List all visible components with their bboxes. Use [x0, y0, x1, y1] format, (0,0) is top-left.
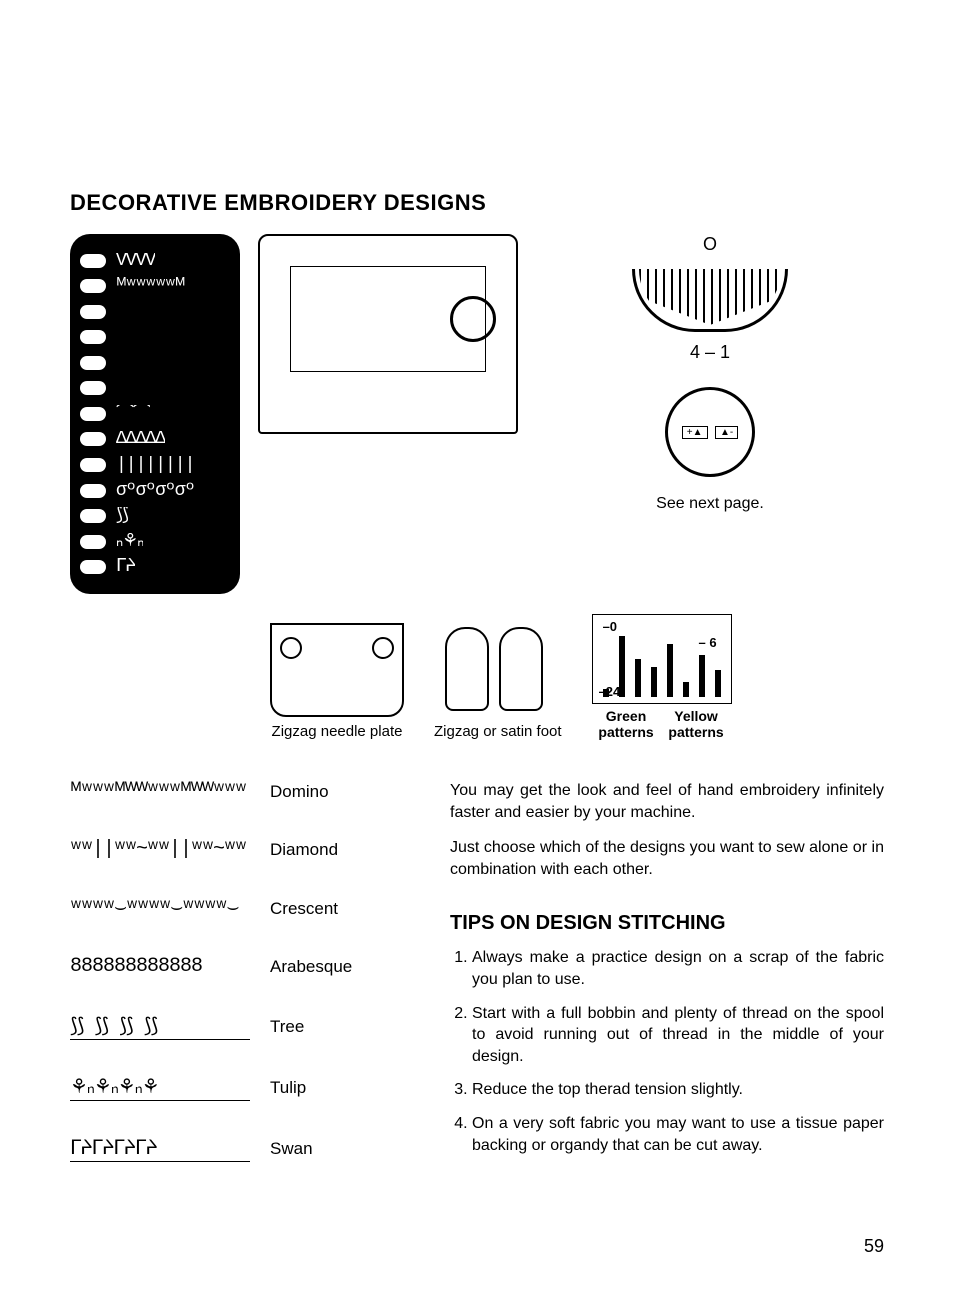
- stitch-glyph: ₙ⚘ₙ: [116, 533, 143, 551]
- balance-wheel: +▲ ▲-: [665, 387, 755, 477]
- tip-item: Reduce the top therad tension slightly.: [472, 1079, 884, 1101]
- chart-yellow-label: Yellow patterns: [661, 708, 732, 740]
- stitch-indicator-pill: [80, 560, 106, 574]
- pattern-glyph: ᴹʷʷʷᴹᵂᵂʷʷʷᴹᵂᵂʷʷʷ: [70, 780, 250, 804]
- chart-bar: [651, 667, 657, 697]
- stitch-selector-panel: VVVV ᴹʷʷʷʷʷᴹ ⌒⌒ ΔΔΔΔΔ |||||||| σºσºσºσº ⟆⟆ ₙ⚘ₙ ᒥ…: [70, 234, 240, 594]
- page-number: 59: [70, 1236, 884, 1257]
- stitch-glyph: σºσºσºσº: [116, 482, 194, 500]
- stitch-indicator-pill: [80, 381, 106, 395]
- stitch-indicator-pill: [80, 407, 106, 421]
- pattern-row: ʷʷ||ʷʷ~ʷʷ||ʷʷ~ʷʷ||ʷʷ Diamond: [70, 838, 410, 862]
- stitch-glyph: ᴹʷʷʷʷʷᴹ: [116, 277, 185, 295]
- stitch-indicator-pill: [80, 356, 106, 370]
- stitch-option: ||||||||: [80, 452, 230, 478]
- stitch-glyph: ΔΔΔΔΔ: [116, 430, 165, 448]
- pattern-row: ᴹʷʷʷᴹᵂᵂʷʷʷᴹᵂᵂʷʷʷ Domino: [70, 780, 410, 804]
- pattern-name-list: ᴹʷʷʷᴹᵂᵂʷʷʷᴹᵂᵂʷʷʷ Domino ʷʷ||ʷʷ~ʷʷ||ʷʷ~ʷʷ||…: [70, 780, 410, 1196]
- pattern-row: ʷʷʷʷ⌣ʷʷʷʷ⌣ʷʷʷʷ⌣ Crescent: [70, 896, 410, 921]
- chart-bar: [683, 682, 689, 697]
- stitch-option: ⌒⌒: [80, 401, 230, 427]
- pattern-row: ᒥᔨᒥᔨᒥᔨᒥᔨ Swan: [70, 1135, 410, 1162]
- stitch-glyph: ||||||||: [116, 456, 194, 474]
- stitch-option: ⟆⟆: [80, 503, 230, 529]
- pattern-glyph: ⟆⟆ ⟆⟆ ⟆⟆ ⟆⟆: [70, 1013, 250, 1040]
- chart-bar: [635, 659, 641, 697]
- stitch-indicator-pill: [80, 432, 106, 446]
- stitch-indicator-pill: [80, 330, 106, 344]
- stitch-glyph: ⌒⌒: [116, 405, 150, 423]
- chart-mark-24: –24: [599, 684, 621, 699]
- chart-bar: [699, 655, 705, 697]
- stitch-indicator-pill: [80, 484, 106, 498]
- tip-item: Always make a practice design on a scrap…: [472, 947, 884, 990]
- pattern-glyph: ⚘ₙ⚘ₙ⚘ₙ⚘: [70, 1074, 250, 1101]
- chart-green-label: Green patterns: [592, 708, 661, 740]
- tips-heading: TIPS ON DESIGN STITCHING: [450, 910, 884, 937]
- chart-bar: [715, 670, 721, 697]
- stitch-option: [80, 376, 230, 402]
- chart-mark-6: – 6: [699, 635, 717, 650]
- stitch-option: [80, 325, 230, 351]
- stitch-option: ᴹʷʷʷʷʷᴹ: [80, 274, 230, 300]
- stitch-indicator-pill: [80, 254, 106, 268]
- pattern-label: Domino: [270, 782, 329, 802]
- stitch-indicator-pill: [80, 458, 106, 472]
- chart-mark-0: –0: [603, 619, 617, 634]
- pattern-label: Swan: [270, 1139, 313, 1159]
- stitch-glyph: ᒥᔨ: [116, 558, 135, 576]
- see-next-page-note: See next page.: [656, 495, 764, 513]
- plate-caption: Zigzag needle plate: [270, 723, 404, 740]
- pattern-glyph: 888888888888: [70, 955, 250, 979]
- pattern-row: ⟆⟆ ⟆⟆ ⟆⟆ ⟆⟆ Tree: [70, 1013, 410, 1040]
- wheel-right-mark: ▲-: [715, 426, 738, 439]
- intro-paragraph-2: Just choose which of the designs you wan…: [450, 837, 884, 880]
- pattern-label: Tulip: [270, 1078, 306, 1098]
- stitch-option: ₙ⚘ₙ: [80, 529, 230, 555]
- pattern-row: 888888888888 Arabesque: [70, 955, 410, 979]
- stitch-indicator-pill: [80, 509, 106, 523]
- stitch-length-chart: –0 –24 – 6: [592, 614, 732, 704]
- stitch-indicator-pill: [80, 279, 106, 293]
- presser-feet-illustration: [434, 627, 554, 717]
- foot-caption: Zigzag or satin foot: [434, 723, 562, 740]
- stitch-glyph: VVVV: [116, 252, 155, 270]
- intro-paragraph-1: You may get the look and feel of hand em…: [450, 780, 884, 823]
- needle-plate-illustration: [270, 623, 404, 717]
- pattern-label: Tree: [270, 1017, 304, 1037]
- stitch-width-dial: [632, 269, 788, 332]
- tips-list: Always make a practice design on a scrap…: [450, 947, 884, 1156]
- page-title: DECORATIVE EMBROIDERY DESIGNS: [70, 190, 884, 216]
- pattern-glyph: ʷʷʷʷ⌣ʷʷʷʷ⌣ʷʷʷʷ⌣: [70, 896, 250, 921]
- pattern-row: ⚘ₙ⚘ₙ⚘ₙ⚘ Tulip: [70, 1074, 410, 1101]
- stitch-glyph: ⟆⟆: [116, 507, 128, 525]
- stitch-option: [80, 299, 230, 325]
- sewing-machine-illustration: [258, 234, 518, 434]
- stitch-option: σºσºσºσº: [80, 478, 230, 504]
- dial-range-label: 4 – 1: [690, 342, 730, 363]
- stitch-indicator-pill: [80, 305, 106, 319]
- chart-bar: [667, 644, 673, 697]
- wheel-left-mark: +▲: [682, 426, 708, 439]
- pattern-glyph: ᒥᔨᒥᔨᒥᔨᒥᔨ: [70, 1135, 250, 1162]
- pattern-label: Crescent: [270, 899, 338, 919]
- tip-item: Start with a full bobbin and plenty of t…: [472, 1003, 884, 1068]
- pattern-glyph: ʷʷ||ʷʷ~ʷʷ||ʷʷ~ʷʷ||ʷʷ: [70, 838, 250, 862]
- stitch-indicator-pill: [80, 535, 106, 549]
- stitch-option: ΔΔΔΔΔ: [80, 427, 230, 453]
- tip-item: On a very soft fabric you may want to us…: [472, 1113, 884, 1156]
- dial-o-symbol: O: [703, 234, 717, 255]
- pattern-label: Arabesque: [270, 957, 352, 977]
- pattern-label: Diamond: [270, 840, 338, 860]
- stitch-option: [80, 350, 230, 376]
- stitch-option: VVVV: [80, 248, 230, 274]
- stitch-option: ᒥᔨ: [80, 554, 230, 580]
